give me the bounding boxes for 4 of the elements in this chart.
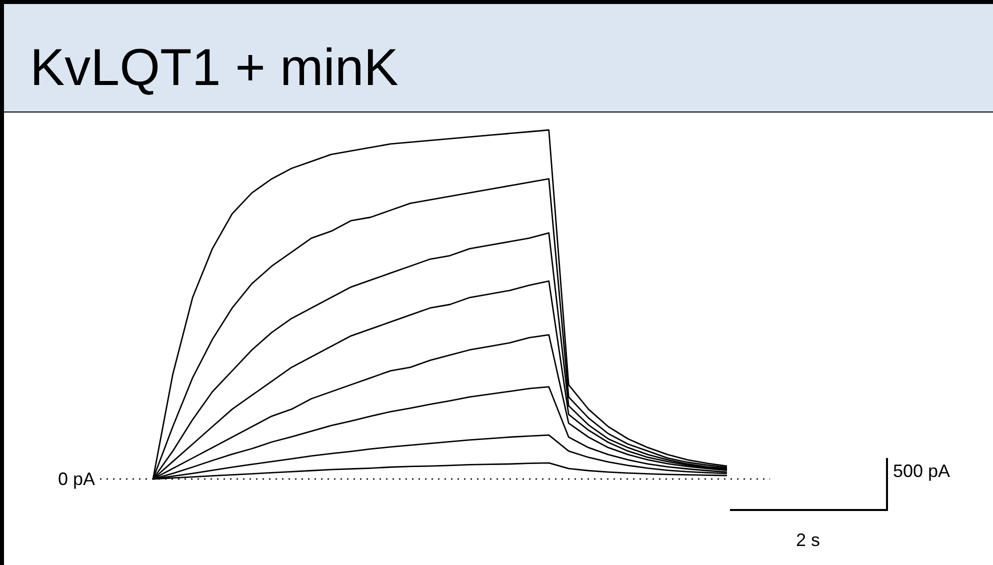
text: 2 s [796, 530, 820, 550]
ref-line-label: 0 pA [58, 469, 95, 489]
chart-title: KvLQT1 + minK [30, 39, 399, 97]
text: 500 pA [893, 461, 950, 481]
